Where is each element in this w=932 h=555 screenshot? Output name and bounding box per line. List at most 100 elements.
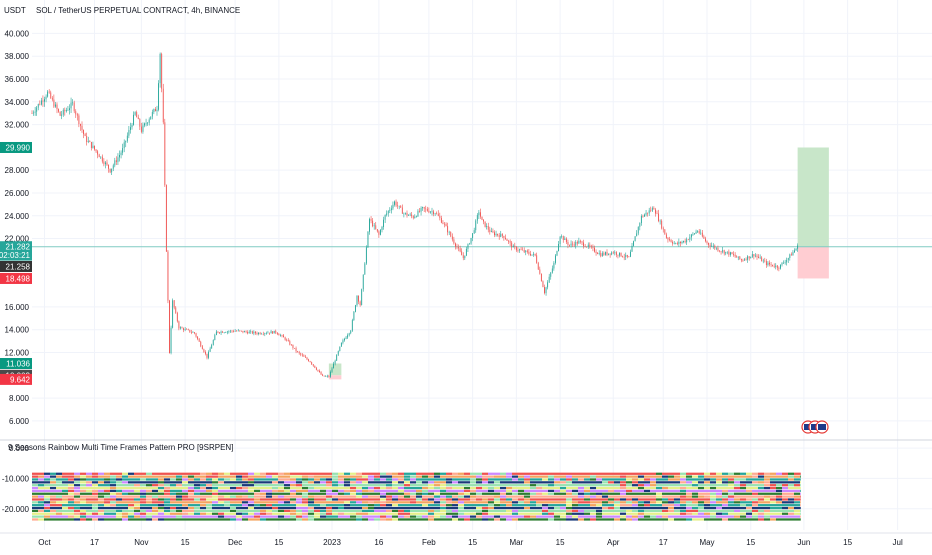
candle-body [256, 333, 258, 334]
x-tick-label: Dec [228, 538, 242, 547]
heatmap-cell [758, 515, 764, 518]
candle-body [287, 339, 289, 342]
candle-body [204, 352, 206, 354]
heatmap-cell [464, 495, 470, 498]
candlestick-series[interactable] [31, 52, 799, 378]
candle-body [647, 212, 649, 214]
heatmap-cell [290, 498, 296, 501]
heatmap-cell [650, 472, 656, 475]
heatmap-cell [434, 501, 440, 504]
heatmap-cell [434, 484, 440, 487]
x-tick-label: Nov [134, 538, 148, 547]
heatmap-cell [404, 484, 410, 487]
heatmap-cell [698, 495, 704, 498]
heatmap-cell [524, 489, 530, 493]
heatmap-cell [488, 509, 494, 513]
event-flags[interactable] [801, 420, 829, 434]
heatmap-cell [680, 495, 686, 498]
heatmap-cell [782, 501, 788, 504]
heatmap-cell [368, 492, 374, 495]
heatmap-cell [584, 512, 590, 515]
heatmap-cell [314, 492, 320, 495]
heatmap-cell [650, 475, 656, 478]
heatmap-cell [794, 498, 800, 501]
candle-body [544, 287, 545, 294]
heatmap-cell [740, 495, 746, 498]
candle-body [479, 212, 481, 217]
heatmap-cell [752, 492, 758, 495]
heatmap-cell [560, 472, 566, 475]
heatmap-cell [572, 475, 578, 478]
heatmap-cell [680, 486, 686, 490]
heatmap-cell [656, 495, 662, 498]
heatmap-cell [482, 486, 488, 490]
heatmap-cell [482, 484, 488, 487]
candle-body [564, 238, 566, 241]
candle-body [297, 351, 299, 352]
heatmap-cell [500, 504, 506, 507]
heatmap-cell [32, 518, 38, 521]
candle-body [545, 287, 547, 294]
heatmap-cell [668, 475, 674, 478]
heatmap-cell [620, 506, 626, 510]
candle-body [76, 114, 78, 116]
heatmap-cell [632, 478, 638, 481]
candle-body [117, 157, 119, 162]
heatmap-cell [158, 498, 164, 501]
candle-body [426, 208, 428, 211]
heatmap-cell [728, 504, 734, 507]
candle-body [779, 264, 781, 269]
heatmap-cell [98, 495, 104, 498]
heatmap-cell [638, 498, 644, 501]
heatmap-cell [392, 484, 398, 487]
heatmap-cell [248, 484, 254, 487]
heatmap-cell [770, 509, 776, 513]
heatmap-cell [644, 495, 650, 498]
heatmap-cell [176, 515, 182, 518]
heatmap-cell [548, 518, 554, 521]
heatmap-cell [530, 475, 536, 478]
heatmap-cell [584, 486, 590, 490]
heatmap-cell [56, 501, 62, 504]
heatmap-cell [248, 492, 254, 495]
heatmap-cell [428, 489, 434, 493]
heatmap-cell [662, 489, 668, 493]
x-tick-label: 2023 [323, 538, 341, 547]
candle-body [328, 375, 330, 377]
heatmap-cell [56, 515, 62, 518]
candle-body [422, 207, 424, 209]
heatmap-cell [356, 495, 362, 498]
heatmap-cell [698, 481, 704, 484]
heatmap-cell [770, 515, 776, 518]
heatmap-cell [638, 486, 644, 490]
heatmap-cell [794, 509, 800, 513]
heatmap-cell [548, 481, 554, 484]
candle-body [264, 333, 266, 335]
candle-body [194, 332, 195, 334]
heatmap-cell [344, 509, 350, 513]
heatmap-cell [368, 498, 374, 501]
heatmap-cell [482, 518, 488, 521]
heatmap-cell [548, 495, 554, 498]
heatmap-cell [362, 478, 368, 481]
indicator-title[interactable]: 9 Seasons Rainbow Multi Time Frames Patt… [8, 443, 234, 452]
candle-body [758, 256, 760, 258]
heatmap-cell [518, 489, 524, 493]
heatmap-cell [56, 498, 62, 501]
heatmap-cell [464, 512, 470, 515]
heatmap-cell [140, 484, 146, 487]
heatmap-cell [326, 518, 332, 521]
heatmap-cell [632, 475, 638, 478]
heatmap-cell [38, 495, 44, 498]
heatmap-cell [500, 498, 506, 501]
heatmap-cell [314, 509, 320, 513]
heatmap-cell [428, 478, 434, 481]
heatmap-cell [410, 501, 416, 504]
heatmap-cell [86, 489, 92, 493]
heatmap-cell [98, 472, 104, 475]
heatmap-cell [716, 515, 722, 518]
candle-body [450, 232, 452, 237]
symbol-title[interactable]: SOL / TetherUS PERPETUAL CONTRACT, 4h, B… [36, 6, 241, 15]
heatmap-cell [56, 509, 62, 513]
heatmap-cell [218, 486, 224, 490]
